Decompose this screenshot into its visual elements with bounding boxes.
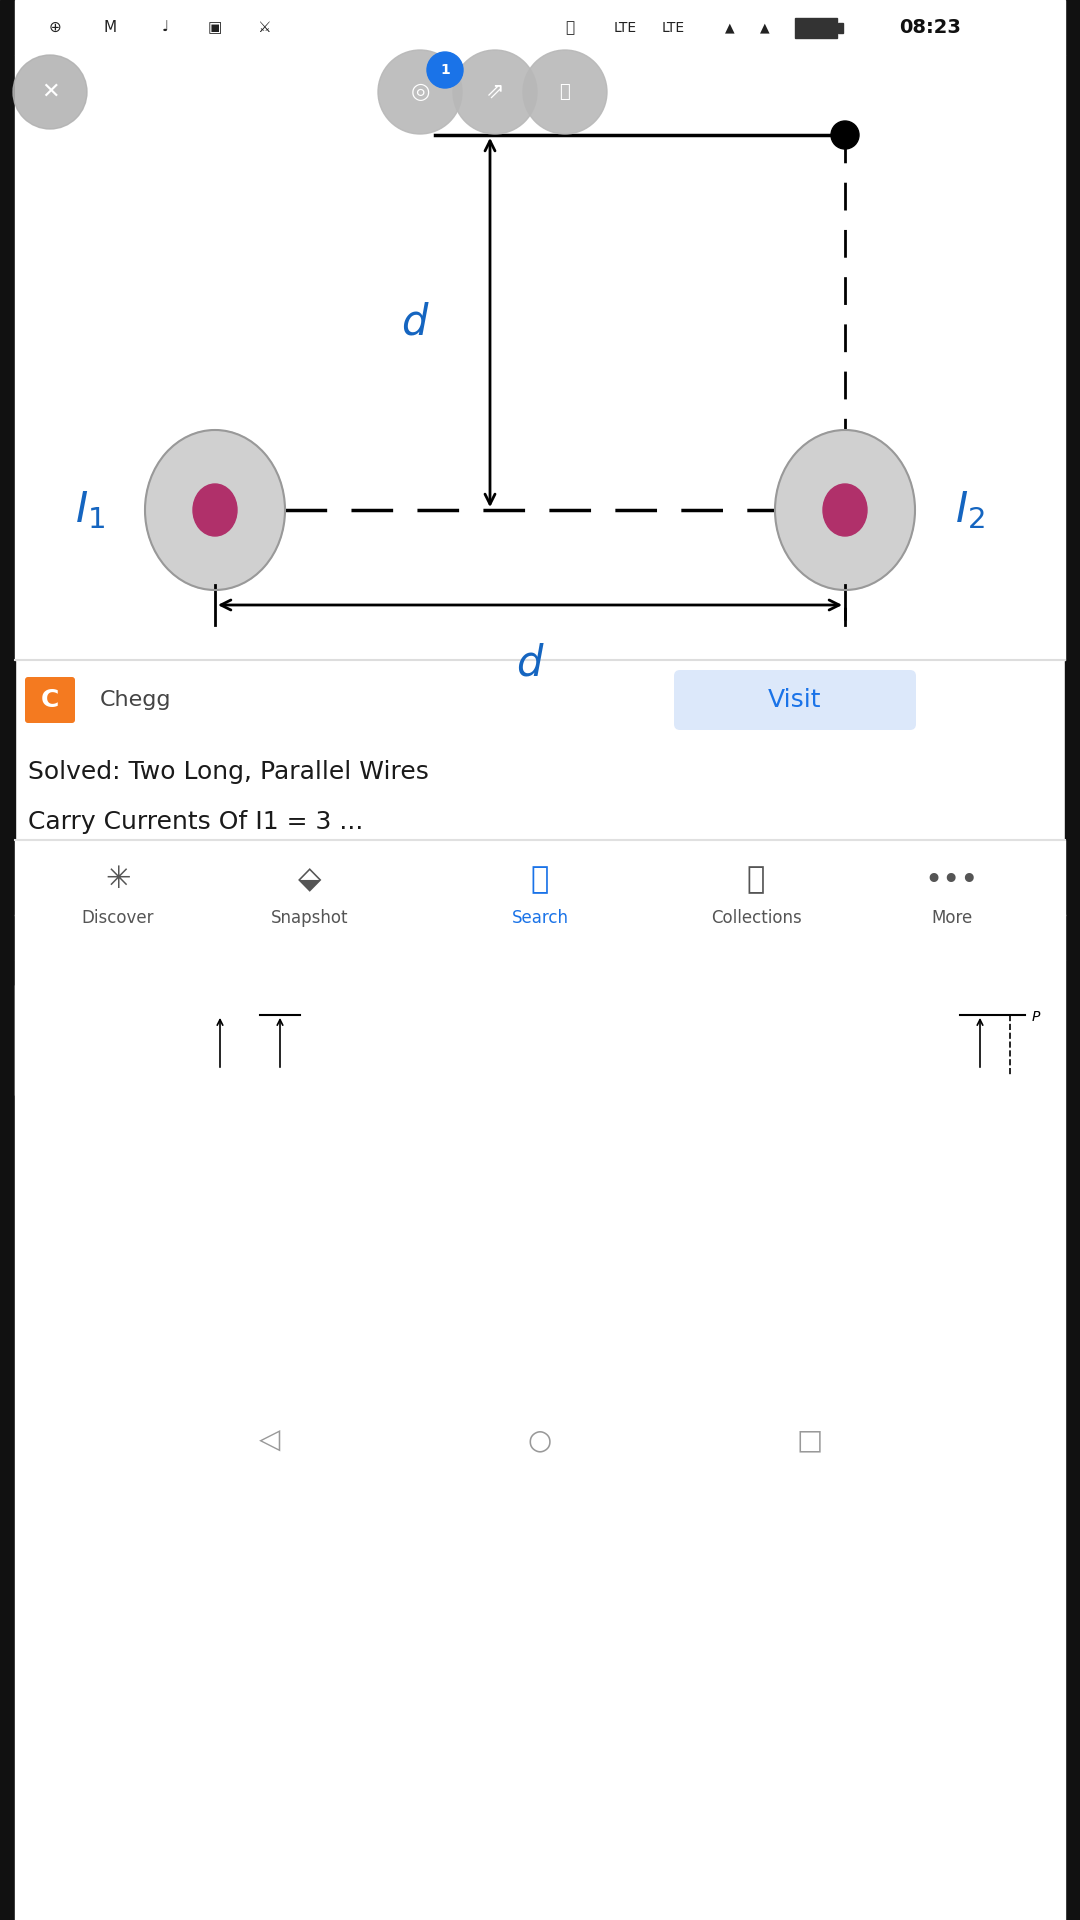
Text: ◎: ◎ — [410, 83, 430, 102]
Text: ◁: ◁ — [259, 1427, 281, 1453]
Text: Visit: Visit — [768, 687, 822, 712]
Text: ♩: ♩ — [161, 19, 168, 35]
Bar — [15, 841, 1065, 960]
Text: ○: ○ — [528, 1427, 552, 1453]
Text: Related images: Related images — [28, 935, 221, 958]
Text: ✳: ✳ — [105, 866, 131, 895]
Circle shape — [523, 50, 607, 134]
Text: ▲: ▲ — [725, 21, 734, 35]
Text: Images may be subject to copyright.: Images may be subject to copyright. — [28, 870, 359, 887]
Text: $I_1$: $I_1$ — [75, 490, 105, 532]
Text: ⇗: ⇗ — [486, 83, 504, 102]
Circle shape — [13, 56, 87, 129]
Bar — [15, 56, 1065, 660]
Text: Solved: Two Long, Parallel Wires: Solved: Two Long, Parallel Wires — [28, 760, 429, 783]
Text: C: C — [41, 687, 59, 712]
Text: 🔍: 🔍 — [531, 866, 549, 895]
Ellipse shape — [775, 430, 915, 589]
Circle shape — [378, 50, 462, 134]
Ellipse shape — [193, 484, 237, 536]
Text: ⬜: ⬜ — [559, 83, 570, 102]
Bar — [545, 985, 1055, 1094]
FancyBboxPatch shape — [674, 670, 916, 730]
Ellipse shape — [823, 484, 867, 536]
Circle shape — [831, 121, 859, 150]
Text: Carry Currents Of I1 = 3 ...: Carry Currents Of I1 = 3 ... — [28, 810, 363, 833]
Text: ⏱: ⏱ — [566, 19, 575, 35]
Bar — [0, 0, 15, 1920]
Text: 1: 1 — [441, 63, 450, 77]
Text: $d$: $d$ — [515, 643, 544, 685]
Circle shape — [427, 52, 463, 88]
Text: M: M — [104, 19, 117, 35]
Bar — [15, 985, 525, 1094]
Bar — [1065, 0, 1080, 1920]
Text: Snapshot: Snapshot — [271, 908, 349, 927]
Bar — [795, 17, 837, 38]
Text: □: □ — [797, 1427, 823, 1453]
Text: ▣: ▣ — [207, 19, 222, 35]
Text: ⬙: ⬙ — [298, 866, 322, 895]
Text: P: P — [1032, 1010, 1040, 1023]
Text: LTE: LTE — [613, 21, 636, 35]
FancyBboxPatch shape — [25, 678, 75, 724]
Text: 🔖: 🔖 — [747, 866, 765, 895]
Text: ▲: ▲ — [760, 21, 770, 35]
Text: Search: Search — [512, 908, 568, 927]
Text: 08:23: 08:23 — [899, 17, 961, 36]
Text: LTE: LTE — [661, 21, 685, 35]
Bar — [15, 960, 1065, 1920]
Text: Collections: Collections — [711, 908, 801, 927]
Text: Learn More: Learn More — [550, 870, 665, 887]
Text: •••: ••• — [924, 866, 980, 895]
Text: Discover: Discover — [82, 908, 154, 927]
Text: $d$: $d$ — [401, 301, 430, 344]
Circle shape — [453, 50, 537, 134]
Bar — [15, 0, 1065, 56]
Text: ⚔: ⚔ — [258, 19, 272, 35]
Text: ✕: ✕ — [41, 83, 59, 102]
Text: More: More — [931, 908, 973, 927]
Bar — [838, 23, 843, 33]
Text: ⊕: ⊕ — [49, 19, 62, 35]
Text: Chegg: Chegg — [100, 689, 172, 710]
Text: $I_2$: $I_2$ — [955, 490, 985, 532]
Ellipse shape — [145, 430, 285, 589]
